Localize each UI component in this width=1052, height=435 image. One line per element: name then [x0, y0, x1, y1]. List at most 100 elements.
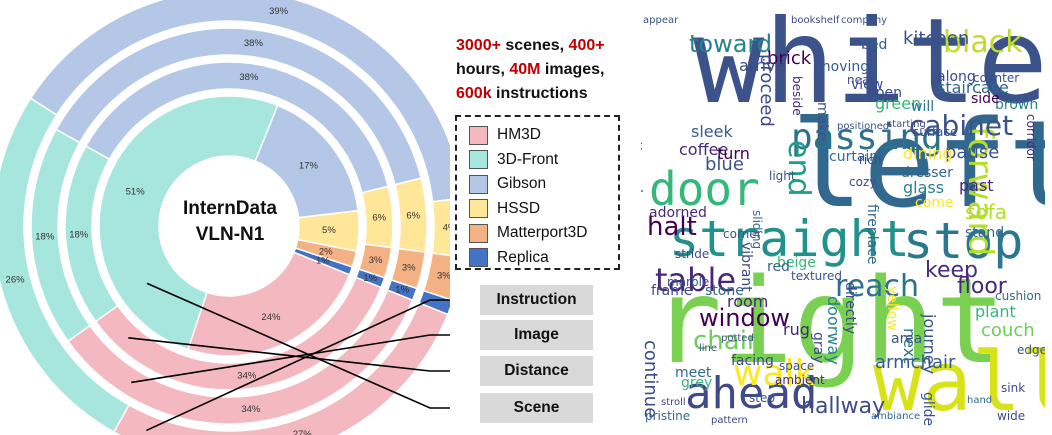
wordcloud-word-ahead: ahead [685, 368, 818, 419]
wordcloud-word-hallway: hallway [801, 394, 886, 419]
wordcloud-word-black: black [943, 25, 1023, 60]
wordcloud-word-stop: stop [903, 212, 1024, 270]
wordcloud-word-right: right [651, 252, 1007, 390]
center-title-line-1: InternData [183, 198, 277, 219]
wordcloud-word-arrive: arrive [739, 56, 786, 75]
wordcloud-word-table: table [655, 261, 737, 299]
wordcloud-word-dresser: dresser [901, 165, 953, 181]
wordcloud-word-cozy: cozy [849, 175, 877, 189]
wordcloud-word-door: door [649, 162, 760, 216]
wordcloud-word-sofa: sofa [965, 200, 1007, 224]
stats-text: hours, [456, 61, 510, 78]
wordcloud-word-textured: textured [791, 269, 842, 283]
wordcloud-word-window: window [699, 304, 791, 332]
wordcloud-word-bed: bed [861, 37, 888, 53]
wordcloud-word-glide: glide [920, 392, 936, 426]
wordcloud-word-blue: blue [705, 154, 744, 175]
slice-instruction-gibson [29, 0, 450, 203]
slice-label-distance-replica: 1% [363, 273, 377, 284]
slice-label-instruction-gibson: 39% [269, 6, 289, 17]
slice-labels: 24%51%17%5%2%1%34%18%38%6%3%1%34%18%38%6… [6, 6, 450, 435]
wordcloud-word-cabinet: cabinet [909, 109, 1014, 142]
legend-item-hssd: HSSD [469, 197, 618, 222]
wordcloud-word-near: near [847, 73, 875, 87]
wordcloud-word-come: come [915, 195, 954, 211]
stats-highlight: 400+ [568, 37, 605, 54]
wordcloud-word-couch: couch [981, 320, 1035, 341]
slice-label-scene-replica: 1% [316, 256, 330, 267]
wordcloud-word-reach: reach [835, 269, 920, 304]
stats-line-1: 3000+ scenes, 400+ [456, 34, 631, 58]
wordcloud-word-adorned: adorned [649, 205, 707, 221]
wordcloud-word-light: light [769, 169, 796, 183]
wordcloud-word-plant: plant [975, 302, 1016, 321]
wordcloud-word-glass: glass [903, 178, 945, 197]
wordcloud-word-straight: straight [669, 210, 910, 268]
wordcloud-word-green: green [875, 94, 922, 113]
wordcloud-word-turn: turn [717, 144, 750, 163]
wordcloud-word-beside: beside [790, 76, 804, 116]
slice-scene-3d-front [98, 95, 279, 351]
stats-highlight: 40M [509, 61, 541, 78]
wordcloud-word-fireplace: fireplace [864, 204, 880, 265]
wordcloud-word-potted: potted [721, 333, 754, 344]
ring-label-instruction: Instruction [480, 285, 593, 315]
wordcloud-word-side: side [971, 91, 1000, 107]
slice-label-image-gibson: 38% [244, 38, 264, 49]
slice-label-image-3d-front: 18% [35, 231, 55, 242]
wordcloud-word-make: make [814, 102, 830, 141]
wordcloud-word-brown: brown [995, 97, 1039, 113]
slice-scene-replica [292, 247, 354, 276]
stats-line-2: hours, 40M images, [456, 58, 631, 82]
slice-label-scene-hm3d: 24% [261, 312, 281, 323]
wordcloud-word-ambient: ambient [775, 373, 825, 387]
wordcloud-word-sleek: sleek [691, 122, 733, 141]
wordcloud-word-dining: dining [903, 144, 953, 163]
slice-label-scene-gibson: 17% [299, 160, 319, 171]
wordcloud-word-company: company [841, 15, 888, 26]
dataset-stats: 3000+ scenes, 400+ hours, 40M images, 600k… [456, 34, 631, 106]
wordcloud-word-chair: chair [693, 326, 758, 356]
ring-label-distance: Distance [480, 356, 593, 386]
legend-swatch [469, 223, 488, 243]
stats-text: scenes, [500, 37, 569, 54]
wordcloud-word-pattern: pattern [711, 415, 748, 426]
wordcloud-word-hand: hand [967, 395, 993, 406]
wordcloud-word-view: view [851, 77, 884, 93]
wordcloud-word-pristine: pristine [645, 409, 691, 423]
wordcloud-word-pause: pause [945, 142, 1000, 163]
wordcloud-word-edge: edge [1017, 343, 1045, 357]
legend-label: HM3D [497, 126, 541, 144]
wordcloud-word-positioned: positioned [837, 121, 890, 132]
wordcloud-word-halt: halt [647, 212, 697, 242]
wordcloud-word-line: line [699, 343, 718, 354]
wordcloud-word-coffee: coffee [679, 140, 729, 159]
slice-label-image-replica: 1% [395, 285, 409, 296]
slice-label-distance-3d-front: 18% [69, 229, 89, 240]
slice-scene-hm3d [187, 251, 351, 357]
wordcloud-word-brick: brick [767, 48, 812, 69]
connector-distance [128, 337, 450, 372]
wordcloud-word-floor: floor [957, 274, 1007, 299]
wordcloud-word-stride: stride [675, 247, 710, 261]
stats-text: instructions [491, 85, 588, 102]
slice-label-instruction-3d-front: 26% [6, 274, 26, 285]
wordcloud-word-will: will [911, 99, 935, 115]
wordcloud-word-step: step [749, 391, 775, 405]
wordcloud-word-starting: starting [887, 119, 926, 130]
slice-label-image-hm3d: 34% [241, 404, 261, 415]
wordcloud-word-facing: facing [731, 353, 774, 369]
stats-text: images, [540, 61, 605, 78]
wordcloud-word-directly: directly [842, 282, 858, 335]
connector-instruction [146, 299, 450, 432]
donut-rings [0, 0, 450, 435]
wordcloud-word-proceed: proceed [756, 54, 777, 127]
legend-swatch [469, 199, 488, 219]
wordcloud-word-walk: walk [733, 353, 816, 394]
wordcloud-word-vibrant: vibrant [738, 242, 754, 292]
legend-label: HSSD [497, 199, 541, 217]
connector-scene [146, 282, 450, 409]
ring-label-scene: Scene [480, 393, 593, 423]
legend-swatch [469, 248, 488, 268]
